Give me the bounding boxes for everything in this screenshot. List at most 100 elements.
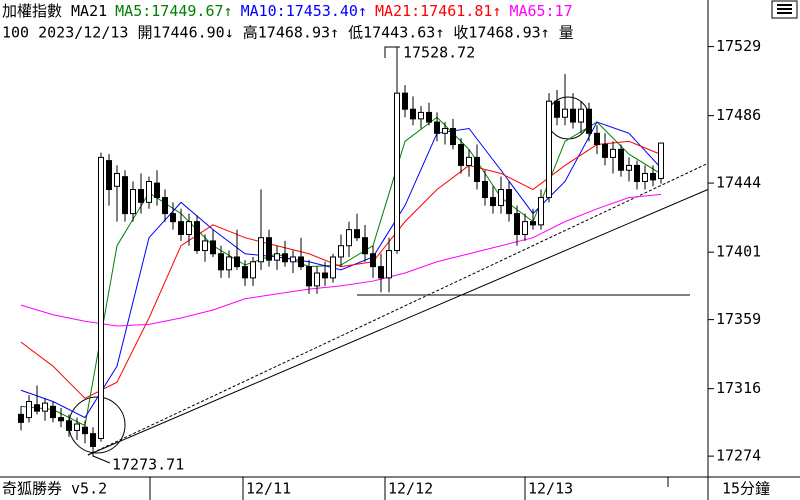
x-tick-label: 12/11 — [246, 480, 291, 498]
candle-body — [570, 108, 576, 123]
ma-line — [20, 121, 662, 419]
plot-area — [18, 46, 708, 464]
candle-body — [66, 420, 72, 431]
ma-line — [20, 193, 662, 327]
candle-body — [610, 148, 616, 158]
candle-body — [82, 426, 88, 435]
x-tick-label: 12/13 — [528, 480, 573, 498]
candle-body — [26, 401, 32, 419]
candle-body — [58, 417, 64, 422]
candle-body — [626, 164, 632, 171]
candle-body — [538, 197, 544, 226]
candle-body — [386, 250, 392, 279]
candle-body — [602, 144, 608, 158]
candle-body — [114, 172, 120, 187]
candle-body — [370, 253, 376, 268]
trend-line-dashed — [87, 162, 708, 456]
candle-body — [98, 156, 104, 439]
candle-body — [90, 433, 96, 447]
header-ohlc: 100 2023/12/13 開17446.90↓ 高17468.93↑ 低17… — [2, 24, 574, 42]
candle-body — [434, 121, 440, 134]
candle-body — [498, 189, 504, 207]
candle-body — [218, 253, 224, 271]
candle-body — [658, 142, 664, 179]
candle-body — [394, 92, 400, 252]
candle-body — [330, 256, 336, 279]
period: 15分鐘 — [722, 480, 770, 498]
trend-line — [87, 188, 708, 456]
candle-body — [162, 197, 168, 215]
header-item: MA21:17461.81↑ — [375, 2, 501, 20]
candle-body — [106, 160, 112, 191]
candle-body — [546, 100, 552, 199]
candle-body — [74, 423, 80, 431]
candle-body — [442, 127, 448, 134]
header-item: 加權指數 MA21 — [2, 2, 107, 20]
candle-body — [338, 245, 344, 258]
candle-body — [226, 256, 232, 271]
candle-body — [458, 144, 464, 166]
candle-body — [346, 229, 352, 247]
y-tick-label: 17274 — [716, 447, 761, 465]
candle-body — [266, 237, 272, 261]
y-tick-label: 17444 — [716, 174, 761, 192]
candle-body — [410, 108, 416, 120]
candle-body — [322, 272, 328, 279]
candle-body — [362, 237, 368, 255]
candle-body — [522, 221, 528, 235]
annotation-pointer — [92, 455, 111, 464]
candle-body — [474, 156, 480, 182]
candle-body — [378, 266, 384, 279]
candle-body — [530, 221, 536, 226]
app-name: 奇狐勝券 v5.2 — [2, 480, 107, 498]
candle-body — [186, 221, 192, 235]
candle-body — [634, 164, 640, 182]
candle-body — [418, 111, 424, 120]
y-tick-label: 17401 — [716, 243, 761, 261]
candle-body — [154, 182, 160, 199]
header-line: 加權指數 MA21 MA5:17449.67↑ MA10:17453.40↑ MA21… — [2, 2, 573, 20]
annotation: 17273.71 — [112, 456, 184, 474]
candle-body — [282, 253, 288, 263]
candle-body — [194, 221, 200, 252]
candle-body — [314, 272, 320, 287]
candle-body — [514, 213, 520, 235]
candle-body — [202, 240, 208, 252]
candle-body — [18, 413, 24, 423]
x-tick-label: 12/12 — [388, 480, 433, 498]
candle-body — [170, 213, 176, 223]
candle-body — [586, 108, 592, 134]
candle-body — [42, 402, 48, 412]
candle-body — [466, 156, 472, 166]
header-item: MA10:17453.40↑ — [241, 2, 367, 20]
candle-body — [34, 404, 40, 412]
y-tick-label: 17486 — [716, 106, 761, 124]
candle-body — [450, 127, 456, 146]
candle-body — [554, 100, 560, 118]
candle-body — [130, 189, 136, 215]
candle-body — [242, 266, 248, 279]
y-tick-label: 17316 — [716, 379, 761, 397]
candle-body — [50, 405, 56, 419]
candle-body — [402, 92, 408, 110]
candle-body — [618, 148, 624, 171]
candle-body — [482, 180, 488, 199]
candle-body — [146, 180, 152, 203]
candle-body — [426, 111, 432, 123]
candle-body — [250, 261, 256, 279]
candle-body — [562, 108, 568, 118]
y-tick-label: 17359 — [716, 310, 761, 328]
candle-body — [122, 176, 128, 215]
candle-body — [594, 132, 600, 146]
candle-body — [578, 108, 584, 123]
candle-body — [178, 221, 184, 235]
candle-body — [210, 240, 216, 255]
candle-body — [290, 256, 296, 263]
candle-body — [642, 172, 648, 182]
candle-body — [354, 229, 360, 239]
header-item: MA5:17449.67↑ — [115, 2, 232, 20]
candle-body — [258, 237, 264, 263]
annotation: 17528.72 — [403, 44, 475, 62]
y-tick-label: 17529 — [716, 37, 761, 55]
